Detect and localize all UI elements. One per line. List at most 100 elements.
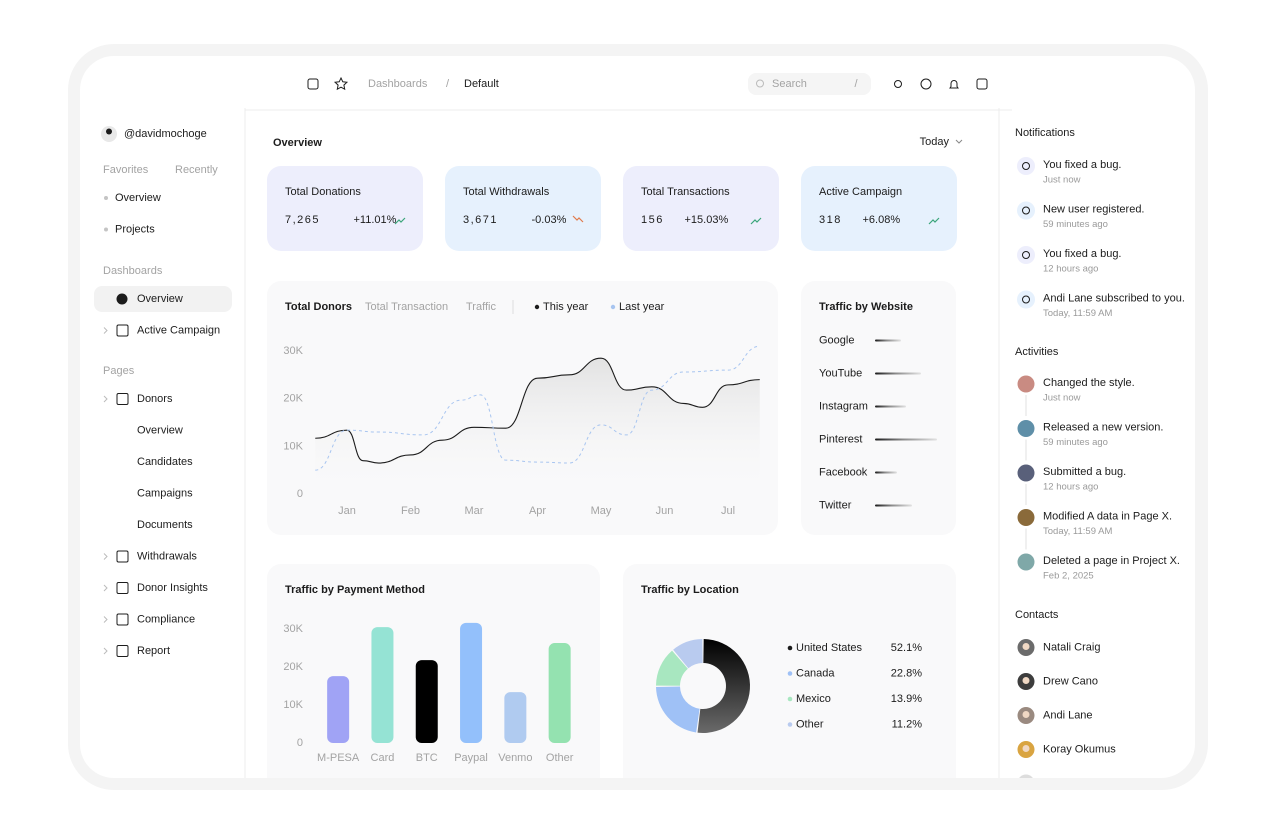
nav-sublink[interactable]: Overview — [137, 424, 183, 436]
bar — [548, 643, 571, 743]
nav-link[interactable]: Donors — [137, 393, 173, 405]
activity-time: Feb 2, 2025 — [1043, 571, 1094, 582]
chevron — [103, 553, 108, 560]
item-icon — [116, 393, 129, 405]
bell-icon[interactable] — [949, 80, 959, 89]
item-icon — [116, 550, 129, 563]
notification-icon-bg — [1017, 201, 1035, 220]
x-tick-label: Other — [546, 752, 574, 764]
bar — [875, 339, 901, 342]
contact-name[interactable]: Drew Cano — [1043, 675, 1098, 687]
x-tick-label: Jan — [338, 505, 356, 517]
category-label: Google — [819, 334, 854, 346]
activity-text[interactable]: Released a new version. — [1043, 421, 1163, 433]
breadcrumb-link[interactable]: Dashboards — [368, 78, 428, 90]
activity-time: 12 hours ago — [1043, 482, 1098, 493]
nav-link[interactable]: Active Campaign — [137, 324, 220, 336]
contact-name[interactable]: Andi Lane — [1043, 709, 1093, 721]
notification-text[interactable]: New user registered. — [1043, 203, 1145, 215]
stat-change: +15.03% — [685, 214, 729, 226]
legend-dot — [534, 304, 540, 310]
panel-toggle-icon[interactable] — [976, 78, 988, 90]
theme-icon[interactable] — [894, 80, 902, 88]
activity-avatar — [1017, 375, 1035, 393]
y-tick-label: 30K — [283, 623, 303, 635]
nav-link[interactable]: Compliance — [137, 613, 195, 625]
legend-label: Canada — [796, 667, 835, 679]
bar — [415, 660, 438, 743]
search-placeholder: Search — [772, 78, 807, 90]
notification-text[interactable]: You fixed a bug. — [1043, 248, 1122, 260]
nav-link[interactable]: Withdrawals — [137, 550, 197, 562]
stat-card — [801, 166, 957, 251]
value-label: 13.9% — [891, 693, 922, 705]
app-content: Dashboards / Default Search / @davidmochoge Fa… — [94, 73, 1185, 778]
sidebar-tab[interactable]: Favorites — [103, 164, 149, 176]
pie-icon — [116, 293, 128, 305]
chart-tab[interactable]: Total Transaction — [365, 301, 448, 313]
nav-link[interactable]: Report — [137, 645, 170, 657]
chevron — [103, 395, 108, 403]
chart-tab[interactable]: Total Donors — [285, 301, 352, 313]
activity-text[interactable]: Modified A data in Page X. — [1043, 510, 1172, 522]
history-icon[interactable] — [920, 78, 932, 90]
legend-dot — [787, 645, 793, 651]
value-label: 11.2% — [892, 718, 923, 730]
chart-tab[interactable]: Traffic — [466, 301, 496, 313]
stat-label: Total Withdrawals — [463, 186, 550, 198]
nav-sublink[interactable]: Campaigns — [137, 487, 193, 499]
period-select[interactable]: Today — [920, 136, 950, 148]
bullet — [104, 227, 108, 232]
chart-card — [801, 281, 956, 535]
favorite-link[interactable]: Projects — [115, 223, 155, 235]
notification-time: 59 minutes ago — [1043, 219, 1108, 230]
breadcrumb-separator: / — [446, 78, 450, 90]
activity-text[interactable]: Submitted a bug. — [1043, 466, 1126, 478]
stat-label: Total Donations — [285, 186, 361, 198]
notification-text[interactable]: You fixed a bug. — [1043, 159, 1122, 171]
stat-change: +11.01% — [354, 214, 397, 226]
activity-text[interactable]: Deleted a page in Project X. — [1043, 555, 1180, 567]
bar — [460, 622, 483, 743]
contact-name[interactable]: Koray Okumus — [1043, 743, 1116, 755]
contact-avatar-face — [1022, 643, 1030, 650]
item-icon — [116, 324, 129, 337]
category-label: Facebook — [819, 466, 868, 478]
activity-text[interactable]: Changed the style. — [1043, 377, 1135, 389]
x-tick-label: BTC — [416, 752, 438, 764]
stat-card — [623, 166, 779, 251]
x-tick-label: Feb — [401, 505, 420, 517]
x-tick-label: Venmo — [498, 752, 532, 764]
area-shade — [315, 358, 760, 494]
stat-value: 3,671 — [463, 214, 498, 226]
favorite-link[interactable]: Overview — [115, 192, 161, 204]
notification-icon-bg — [1017, 157, 1035, 175]
activity-avatar — [1017, 553, 1035, 571]
sidebar-toggle-icon[interactable] — [307, 78, 319, 90]
y-tick-label: 10K — [283, 440, 303, 452]
y-tick-label: 0 — [297, 737, 303, 749]
sidebar-tab[interactable]: Recently — [175, 164, 218, 176]
contact-name[interactable]: Natali Craig — [1043, 641, 1100, 653]
nav-link[interactable]: Donor Insights — [137, 582, 208, 594]
star-icon[interactable] — [333, 76, 349, 91]
nav-link[interactable]: Overview — [137, 293, 183, 305]
notification-icon — [1022, 206, 1030, 215]
stat-change: +6.08% — [863, 214, 901, 226]
bar — [875, 471, 897, 474]
contact-avatar-face — [1022, 711, 1030, 718]
item-icon — [116, 582, 129, 594]
search-box[interactable] — [748, 73, 871, 95]
activity-time: 59 minutes ago — [1043, 437, 1108, 448]
notification-time: Today, 11:59 AM — [1043, 308, 1112, 319]
stat-card — [445, 166, 601, 251]
nav-sublink[interactable]: Candidates — [137, 456, 193, 468]
nav-sublink[interactable]: Documents — [137, 519, 193, 531]
stat-label: Total Transactions — [641, 186, 730, 198]
panel-title: Contacts — [1015, 609, 1059, 621]
bar — [327, 676, 350, 743]
x-tick-label: Paypal — [454, 752, 488, 764]
notification-text[interactable]: Andi Lane subscribed to you. — [1043, 292, 1185, 304]
category-label: YouTube — [819, 367, 862, 379]
